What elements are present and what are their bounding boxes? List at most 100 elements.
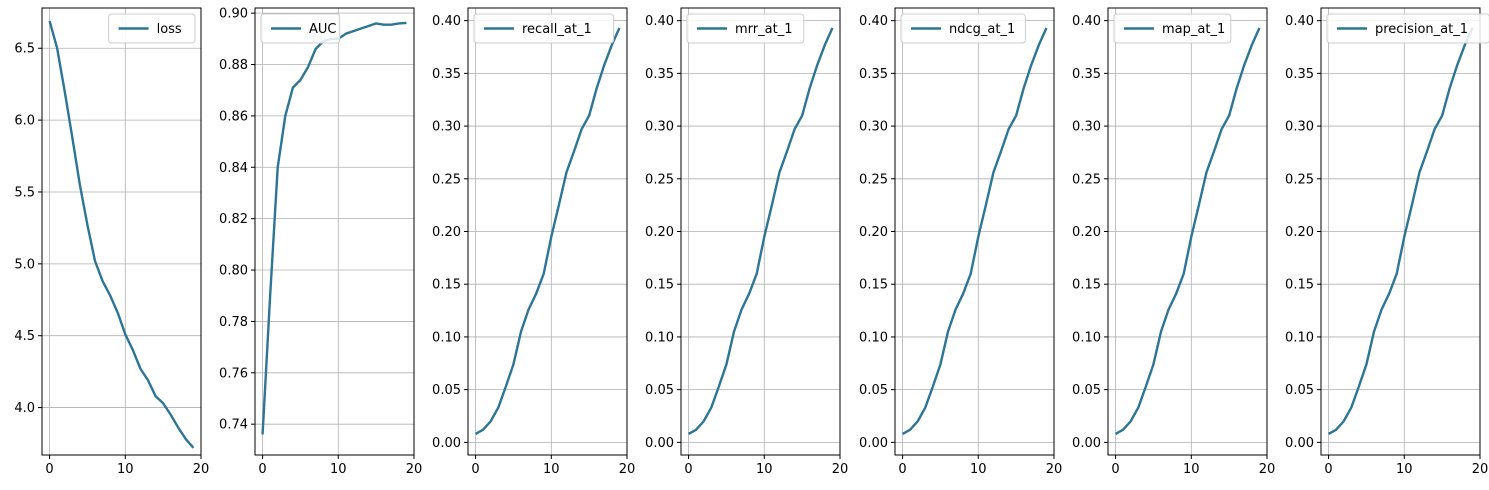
series-line-map_at_1: [1114, 27, 1261, 435]
x-tick-label: 20: [193, 462, 210, 477]
y-tick-label: 0.78: [219, 315, 248, 330]
y-tick-label: 0.00: [1072, 436, 1101, 451]
y-tick-label: 0.05: [432, 383, 461, 398]
legend-label: ndcg_at_1: [949, 22, 1015, 37]
y-tick-label: 0.10: [1285, 330, 1314, 345]
y-tick-label: 0.15: [645, 278, 674, 293]
y-tick-label: 6.0: [14, 114, 35, 129]
y-tick-label: 0.20: [1072, 225, 1101, 240]
x-tick-label: 0: [1324, 462, 1332, 477]
legend-label: map_at_1: [1162, 22, 1225, 37]
x-tick-label: 20: [1472, 462, 1489, 477]
legend-box: [900, 13, 1026, 44]
subplot-2: 0 10 20 0.74 0.76 0.78 0.80 0.82 0.84 0.86 0.88 0.9…: [219, 7, 422, 477]
legend: precision_at_1: [1326, 13, 1489, 44]
subplot-3: 0 10 20 0.00 0.05 0.10 0.15 0.20 0.25 0.30 0.35 0.4…: [432, 7, 636, 477]
y-tick-label: 0.40: [859, 14, 888, 29]
y-tick-label: 6.5: [14, 42, 35, 57]
x-tick-label: 20: [1046, 462, 1063, 477]
series-line-loss: [48, 20, 195, 449]
y-tick-label: 0.00: [432, 436, 461, 451]
subplot-4: 0 10 20 0.00 0.05 0.10 0.15 0.20 0.25 0.30 0.35 0.4…: [645, 7, 849, 477]
axes-frame: [254, 7, 415, 456]
y-tick-label: 0.20: [859, 225, 888, 240]
y-tick-label: 0.30: [1072, 120, 1101, 135]
legend-label: AUC: [309, 22, 337, 37]
legend-box: [1113, 13, 1232, 44]
y-tick-label: 0.05: [645, 383, 674, 398]
y-tick-label: 0.20: [645, 225, 674, 240]
y-tick-label: 0.30: [645, 120, 674, 135]
x-tick-label: 10: [117, 462, 134, 477]
y-tick-label: 0.40: [1285, 14, 1314, 29]
x-tick-label: 0: [45, 462, 53, 477]
y-tick-label: 4.0: [14, 401, 35, 416]
y-tick-label: 0.25: [645, 172, 674, 187]
y-tick-label: 0.10: [645, 330, 674, 345]
y-tick-label: 5.0: [14, 257, 35, 272]
legend: loss: [108, 13, 196, 44]
y-tick-label: 5.5: [14, 185, 35, 200]
y-tick-label: 0.15: [1072, 278, 1101, 293]
y-tick-label: 0.30: [859, 120, 888, 135]
y-tick-label: 0.86: [219, 109, 248, 124]
legend-label: mrr_at_1: [735, 22, 792, 37]
y-tick-label: 0.00: [859, 436, 888, 451]
legend-box: [108, 13, 196, 44]
series-line-ndcg_at_1: [901, 27, 1048, 435]
y-tick-label: 0.10: [859, 330, 888, 345]
x-tick-label: 10: [1396, 462, 1413, 477]
legend-label: loss: [157, 22, 182, 37]
legend-box: [473, 13, 615, 44]
y-tick-label: 0.25: [1285, 172, 1314, 187]
y-tick-label: 0.25: [859, 172, 888, 187]
y-tick-label: 0.25: [432, 172, 461, 187]
axes-frame: [41, 7, 202, 456]
series-line-mrr_at_1: [687, 27, 834, 435]
legend: recall_at_1: [473, 13, 615, 44]
y-tick-label: 0.05: [1285, 383, 1314, 398]
y-tick-label: 0.35: [645, 67, 674, 82]
series-line-recall_at_1: [474, 27, 621, 435]
x-tick-label: 0: [898, 462, 906, 477]
x-tick-label: 20: [832, 462, 849, 477]
y-tick-label: 0.15: [432, 278, 461, 293]
legend: map_at_1: [1113, 13, 1232, 44]
y-tick-label: 0.00: [1285, 436, 1314, 451]
x-tick-label: 20: [619, 462, 636, 477]
y-tick-label: 0.76: [219, 366, 248, 381]
subplot-7: 0 10 20 0.00 0.05 0.10 0.15 0.20 0.25 0.30 0.35 0.4…: [1285, 7, 1489, 477]
y-tick-label: 0.20: [1285, 225, 1314, 240]
y-tick-label: 4.5: [14, 329, 35, 344]
legend-label: precision_at_1: [1375, 22, 1468, 37]
y-tick-label: 0.40: [432, 14, 461, 29]
y-tick-label: 0.80: [219, 264, 248, 279]
series-line-precision_at_1: [1327, 27, 1474, 435]
legend: ndcg_at_1: [900, 13, 1026, 44]
legend: mrr_at_1: [686, 13, 805, 44]
x-tick-label: 20: [406, 462, 423, 477]
legend: AUC: [260, 13, 341, 44]
y-tick-label: 0.30: [1285, 120, 1314, 135]
legend-box: [686, 13, 805, 44]
y-tick-label: 0.74: [219, 418, 248, 433]
y-tick-label: 0.15: [1285, 278, 1314, 293]
x-tick-label: 0: [471, 462, 479, 477]
legend-box: [1326, 13, 1489, 44]
y-tick-label: 0.35: [1285, 67, 1314, 82]
y-tick-label: 0.35: [432, 67, 461, 82]
y-tick-label: 0.20: [432, 225, 461, 240]
x-tick-label: 10: [543, 462, 560, 477]
x-tick-label: 10: [1183, 462, 1200, 477]
x-tick-label: 10: [970, 462, 987, 477]
y-tick-label: 0.00: [645, 436, 674, 451]
subplot-6: 0 10 20 0.00 0.05 0.10 0.15 0.20 0.25 0.30 0.35 0.4…: [1072, 7, 1275, 477]
y-tick-label: 0.35: [859, 67, 888, 82]
y-tick-label: 0.30: [432, 120, 461, 135]
y-tick-label: 0.15: [859, 278, 888, 293]
y-tick-label: 0.82: [219, 212, 248, 227]
y-tick-label: 0.84: [219, 161, 248, 176]
y-tick-label: 0.88: [219, 58, 248, 73]
y-tick-label: 0.40: [645, 14, 674, 29]
